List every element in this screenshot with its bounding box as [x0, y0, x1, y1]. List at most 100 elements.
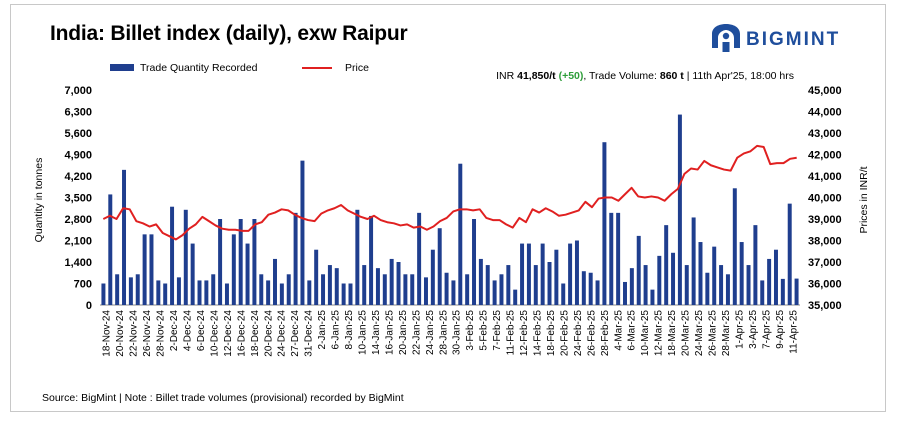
axis-ticks: 0 35,000 700 36,000 1,400 37,000 2,100 38,000 2,…	[64, 85, 841, 357]
quantity-bar	[684, 265, 689, 305]
quantity-bar	[341, 283, 346, 305]
quantity-bar	[547, 262, 552, 305]
quantity-bar	[451, 280, 456, 305]
quantity-bar	[520, 243, 525, 305]
quantity-bar	[430, 249, 435, 305]
y-right-tick-label: 35,000	[808, 300, 842, 312]
quantity-bar	[773, 249, 778, 305]
x-tick-label: 27-Dec-24	[290, 310, 301, 357]
x-tick-label: 26-Mar-25	[708, 310, 719, 357]
quantity-bar	[115, 274, 120, 305]
quantity-bar	[732, 188, 737, 305]
x-tick-label: 16-Dec-24	[236, 310, 247, 357]
info-volume-label: , Trade Volume:	[583, 70, 659, 82]
quantity-bar	[677, 114, 682, 305]
x-tick-label: 10-Mar-25	[640, 310, 651, 357]
x-tick-label: 24-Feb-25	[573, 310, 584, 357]
x-tick-label: 20-Dec-24	[263, 310, 274, 357]
quantity-bar	[375, 268, 380, 305]
quantity-bar	[458, 163, 463, 305]
quantity-bar	[176, 277, 181, 305]
x-tick-label: 6-Jan-25	[331, 310, 342, 350]
quantity-bar	[259, 274, 264, 305]
x-tick-label: 2-Dec-24	[169, 310, 180, 352]
quantity-bar	[499, 274, 504, 305]
y-right-tick-label: 43,000	[808, 128, 842, 140]
quantity-bar	[472, 219, 477, 305]
y-right-tick-label: 42,000	[808, 150, 842, 162]
quantity-bar	[163, 283, 168, 305]
quantity-bar	[568, 243, 573, 305]
x-tick-label: 7-Apr-25	[761, 310, 772, 349]
quantity-bar	[135, 274, 140, 305]
x-tick-label: 18-Feb-25	[546, 310, 557, 357]
y-left-tick-label: 1,400	[64, 257, 92, 269]
quantity-bar	[753, 225, 758, 305]
x-tick-label: 26-Nov-24	[142, 310, 153, 357]
info-volume: 860 t	[660, 70, 684, 82]
x-tick-label: 11-Feb-25	[506, 310, 517, 356]
x-tick-label: 24-Mar-25	[694, 310, 705, 357]
quantity-bar	[321, 274, 326, 305]
quantity-bar	[293, 212, 298, 305]
chart-title: India: Billet index (daily), exw Raipur	[50, 22, 408, 45]
quantity-bar	[170, 206, 175, 305]
x-tick-label: 20-Jan-25	[398, 310, 409, 355]
legend-label-quantity: Trade Quantity Recorded	[140, 62, 258, 74]
y-left-tick-label: 3,500	[64, 193, 92, 205]
chart-frame	[10, 4, 886, 412]
quantity-bar	[767, 258, 772, 305]
quantity-bar	[485, 265, 490, 305]
quantity-bar	[506, 265, 511, 305]
quantity-bar	[224, 283, 229, 305]
quantity-bar	[746, 265, 751, 305]
info-price: 41,850/t	[517, 70, 556, 82]
quantity-bar	[231, 234, 236, 305]
quantity-bar	[609, 212, 614, 305]
info-change: (+50)	[559, 70, 584, 82]
price-info-line: INR 41,850/t (+50), Trade Volume: 860 t …	[496, 70, 794, 82]
quantity-bar	[513, 289, 518, 305]
quantity-bar	[197, 280, 202, 305]
quantity-bar	[327, 265, 332, 305]
x-tick-label: 12-Mar-25	[654, 310, 665, 357]
quantity-bar	[238, 219, 243, 305]
x-tick-label: 8-Jan-25	[344, 310, 355, 350]
price-line-group	[102, 144, 797, 241]
quantity-bar	[636, 235, 641, 305]
source-note: Source: BigMint | Note : Billet trade vo…	[42, 392, 404, 404]
quantity-bar	[623, 281, 627, 305]
quantity-bar	[218, 219, 223, 305]
quantity-bar	[650, 289, 655, 305]
x-tick-label: 18-Nov-24	[102, 310, 113, 357]
quantity-bar	[417, 212, 422, 305]
quantity-bar	[691, 217, 696, 305]
quantity-bar	[664, 225, 669, 305]
x-tick-label: 6-Dec-24	[196, 310, 207, 352]
x-tick-label: 31-Dec-24	[304, 310, 315, 357]
y-right-tick-label: 40,000	[808, 193, 842, 205]
quantity-bar	[211, 274, 216, 305]
x-tick-label: 30-Jan-25	[452, 310, 463, 355]
quantity-bar	[643, 265, 648, 305]
quantity-bar	[698, 242, 703, 305]
quantity-bar	[156, 280, 161, 305]
x-tick-label: 12-Feb-25	[519, 310, 530, 357]
quantity-bar	[279, 283, 284, 305]
y-right-tick-label: 37,000	[808, 257, 842, 269]
quantity-bar	[444, 272, 449, 305]
x-tick-label: 4-Mar-25	[613, 310, 624, 351]
info-timestamp: | 11th Apr'25, 18:00 hrs	[687, 70, 794, 82]
quantity-bar	[588, 272, 593, 305]
quantity-bar	[245, 243, 250, 305]
x-tick-label: 16-Jan-25	[384, 310, 395, 355]
quantity-bar	[190, 243, 195, 305]
quantity-bar	[478, 258, 483, 305]
quantity-bars	[101, 114, 799, 305]
quantity-bar	[403, 274, 408, 305]
quantity-bar	[760, 280, 765, 305]
y-left-tick-label: 0	[86, 300, 92, 312]
quantity-bar	[725, 274, 730, 305]
x-tick-label: 26-Feb-25	[586, 310, 597, 357]
